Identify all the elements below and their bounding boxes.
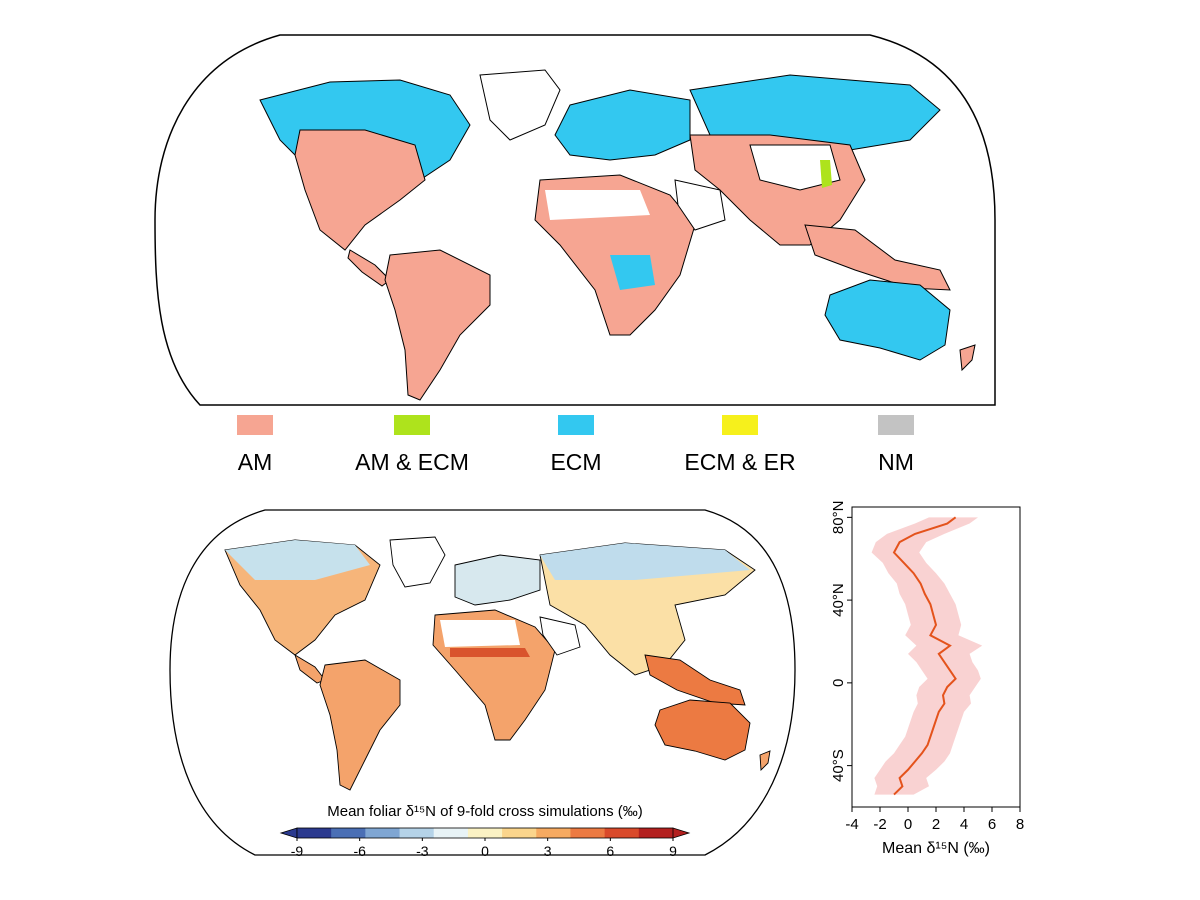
x-tick-label: 6 [988, 816, 996, 833]
colorbar-ticks: -9 -6 -3 0 3 6 9 [291, 838, 677, 859]
colorbar-segment [502, 828, 537, 838]
south-america [384, 249, 491, 401]
central-america [347, 249, 391, 287]
colorbar-segment [604, 828, 640, 838]
colorbar-tick-label: 0 [481, 843, 489, 859]
x-tick-label: 2 [932, 816, 940, 833]
profile-band-group [871, 517, 983, 795]
colorbar-segment [638, 828, 674, 838]
x-tick-label: 0 [904, 816, 912, 833]
europe [454, 554, 541, 606]
colorbar-segment [297, 828, 332, 838]
colorbar-tick-label: 6 [606, 843, 614, 859]
colorbar-tick-label: -9 [291, 843, 304, 859]
new-zealand [759, 750, 771, 772]
colorbar-segment [365, 828, 401, 838]
asia-desert [749, 144, 841, 191]
europe [554, 89, 691, 161]
profile-line-group [892, 516, 957, 796]
x-tick-label: -2 [873, 816, 886, 833]
legend-item-ecm: ECM [496, 415, 656, 476]
latitude-profile-chart: 80°N 40°N 0 40°S -4 -2 0 2 4 6 8 Mean δ¹⁵N (‰) [800, 495, 1050, 885]
colorbar-tick-label: 3 [544, 843, 552, 859]
colorbar-segments [279, 827, 691, 839]
x-tick-label: 4 [960, 816, 968, 833]
legend-label-nm: NM [878, 449, 914, 475]
colorbar-segment [536, 828, 571, 838]
y-axis-ticks: 80°N 40°N 0 40°S [830, 501, 852, 782]
mean-d15n-line [892, 516, 957, 796]
asia-am-ecm [820, 160, 832, 188]
colorbar-segment [399, 828, 435, 838]
sahel-band [450, 648, 530, 657]
legend-label-ecm-er: ECM & ER [684, 449, 796, 475]
x-tick-label: -4 [845, 816, 858, 833]
y-tick-label: 0 [830, 679, 847, 687]
legend-swatch-ecm-er [722, 415, 758, 435]
colorbar-segment [467, 828, 503, 838]
uncertainty-band [871, 517, 983, 795]
legend-swatch-am [237, 415, 273, 435]
sahara [545, 190, 650, 220]
arabia [674, 179, 726, 231]
colorbar-tick-label: -6 [353, 843, 366, 859]
y-tick-label: 40°N [830, 583, 847, 617]
mycorrhizal-type-map [150, 30, 1000, 410]
legend-item-am: AM [175, 415, 335, 476]
colorbar-tick-label: 9 [669, 843, 677, 859]
greenland [389, 536, 446, 588]
colorbar-arrow-left [279, 827, 298, 839]
legend-swatch-ecm [558, 415, 594, 435]
africa-ecm [610, 255, 655, 290]
foliar-d15n-map [165, 505, 800, 860]
legend-label-am: AM [237, 449, 273, 475]
north-america-boreal [225, 540, 370, 580]
southeast-asia [804, 224, 951, 291]
land-areas [224, 536, 771, 791]
new-zealand [959, 344, 976, 372]
colorbar: -9 -6 -3 0 3 6 9 [279, 827, 691, 859]
southeast-asia [644, 654, 746, 706]
legend-item-am-ecm: AM & ECM [332, 415, 492, 476]
legend-label-am-ecm: AM & ECM [355, 449, 469, 475]
legend-label-ecm: ECM [550, 449, 602, 475]
colorbar-segment [433, 828, 469, 838]
australia [824, 279, 951, 361]
colorbar-tick-label: -3 [416, 843, 429, 859]
colorbar-segment [331, 828, 366, 838]
asia-north [540, 543, 750, 580]
south-america [319, 659, 401, 791]
x-tick-label: 8 [1016, 816, 1024, 833]
australia [654, 699, 751, 761]
colorbar-segment [570, 828, 606, 838]
legend-swatch-nm [878, 415, 914, 435]
legend-item-ecm-er: ECM & ER [660, 415, 820, 476]
legend-swatch-am-ecm [394, 415, 430, 435]
colorbar-title: Mean foliar δ¹⁵N of 9-fold cross simulat… [327, 803, 643, 820]
sahara [440, 620, 520, 647]
north-america-am [294, 129, 426, 251]
arabia [539, 616, 581, 656]
y-tick-label: 40°S [830, 749, 847, 782]
greenland [479, 69, 561, 141]
land-areas [259, 69, 976, 401]
x-axis-ticks: -4 -2 0 2 4 6 8 [845, 807, 1024, 833]
x-axis-label: Mean δ¹⁵N (‰) [882, 840, 990, 857]
colorbar-arrow-right [672, 827, 691, 839]
y-tick-label: 80°N [830, 501, 847, 535]
legend-item-nm: NM [816, 415, 976, 476]
